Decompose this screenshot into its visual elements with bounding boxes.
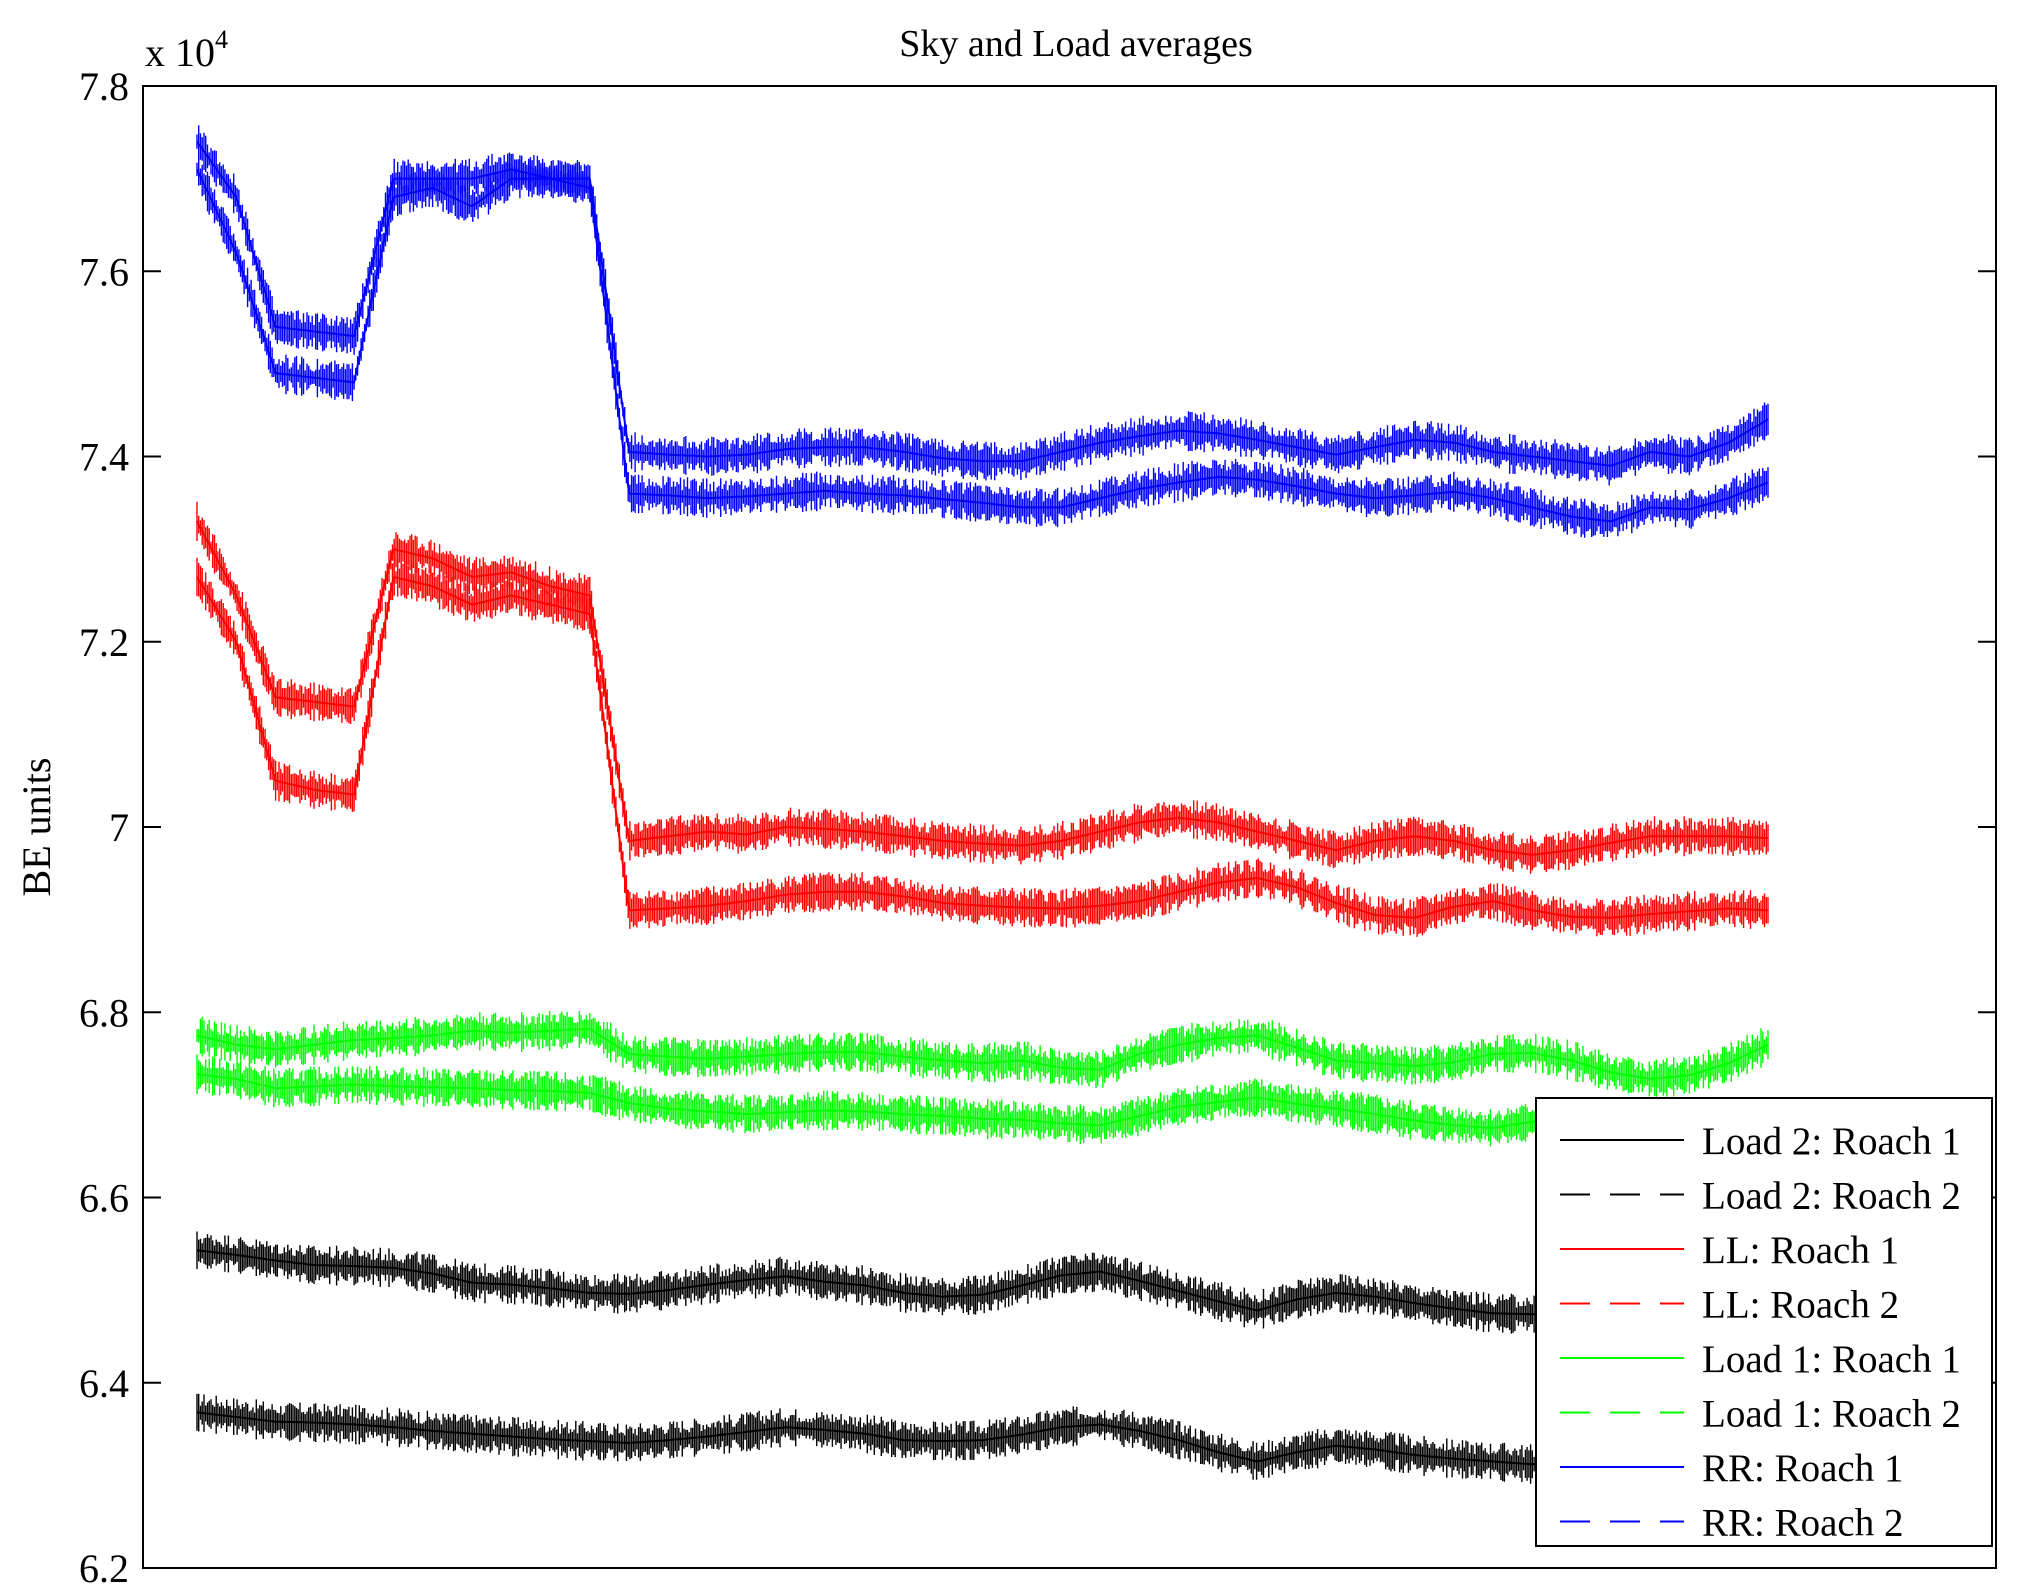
series-line — [196, 1027, 1769, 1080]
series-line — [196, 1249, 1768, 1316]
series-rr-roach-2 — [196, 125, 1769, 486]
chart-title: Sky and Load averages — [899, 23, 1253, 65]
legend-item: RR: Roach 2 — [1560, 1502, 1904, 1545]
legend: Load 2: Roach 1 Load 2: Roach 2 LL: Roach … — [1535, 1097, 1993, 1547]
legend-label: LL: Roach 2 — [1702, 1284, 1899, 1327]
legend-item: LL: Roach 1 — [1560, 1229, 1899, 1272]
y-tick-label: 7.6 — [79, 249, 129, 294]
y-tick-label: 7.4 — [79, 435, 129, 480]
y-tick-label: 6.2 — [79, 1546, 129, 1591]
legend-box — [1535, 1097, 1993, 1547]
legend-item: Load 1: Roach 2 — [1560, 1393, 1961, 1436]
series-line — [196, 141, 1769, 467]
y-multiplier-label: x 104 — [145, 25, 228, 75]
series-line — [196, 520, 1769, 856]
y-tick-label: 6.8 — [79, 990, 129, 1035]
legend-item: Load 2: Roach 2 — [1560, 1175, 1961, 1218]
series-load-2-roach-1 — [196, 1393, 1769, 1484]
legend-label: Load 1: Roach 2 — [1702, 1393, 1961, 1436]
series-ll-roach-1 — [196, 557, 1769, 937]
y-multiplier-exponent: 4 — [215, 25, 228, 54]
series-layer — [196, 125, 1769, 1484]
y-tick-label: 7.8 — [79, 64, 129, 109]
legend-label: LL: Roach 1 — [1702, 1229, 1899, 1272]
legend-label: Load 1: Roach 1 — [1702, 1338, 1961, 1381]
legend-label: RR: Roach 1 — [1702, 1447, 1904, 1490]
legend-label: RR: Roach 2 — [1702, 1502, 1904, 1545]
y-tick-label: 6.4 — [79, 1361, 129, 1406]
series-load-1-roach-2 — [196, 1011, 1769, 1097]
axes-layer: 6.2 6.4 6.6 6.8 7 7.2 7.4 7.6 7.8 — [79, 64, 1997, 1591]
legend-label: Load 2: Roach 1 — [1702, 1120, 1961, 1163]
series-line — [196, 1411, 1769, 1466]
series-rr-roach-1 — [196, 158, 1769, 538]
legend-label: Load 2: Roach 2 — [1702, 1175, 1961, 1218]
y-tick-label: 6.6 — [79, 1176, 129, 1221]
y-axis-label: BE units — [14, 758, 59, 897]
series-line — [196, 1073, 1769, 1153]
y-tick-label: 7 — [109, 805, 129, 850]
series-line — [196, 168, 1769, 523]
legend-item: Load 1: Roach 1 — [1560, 1338, 1961, 1381]
legend-item: RR: Roach 1 — [1560, 1447, 1904, 1490]
series-line — [196, 575, 1769, 919]
legend-item: Load 2: Roach 1 — [1560, 1120, 1961, 1163]
y-tick-label: 7.2 — [79, 620, 129, 665]
legend-item: LL: Roach 2 — [1560, 1284, 1899, 1327]
series-ll-roach-2 — [196, 501, 1769, 874]
